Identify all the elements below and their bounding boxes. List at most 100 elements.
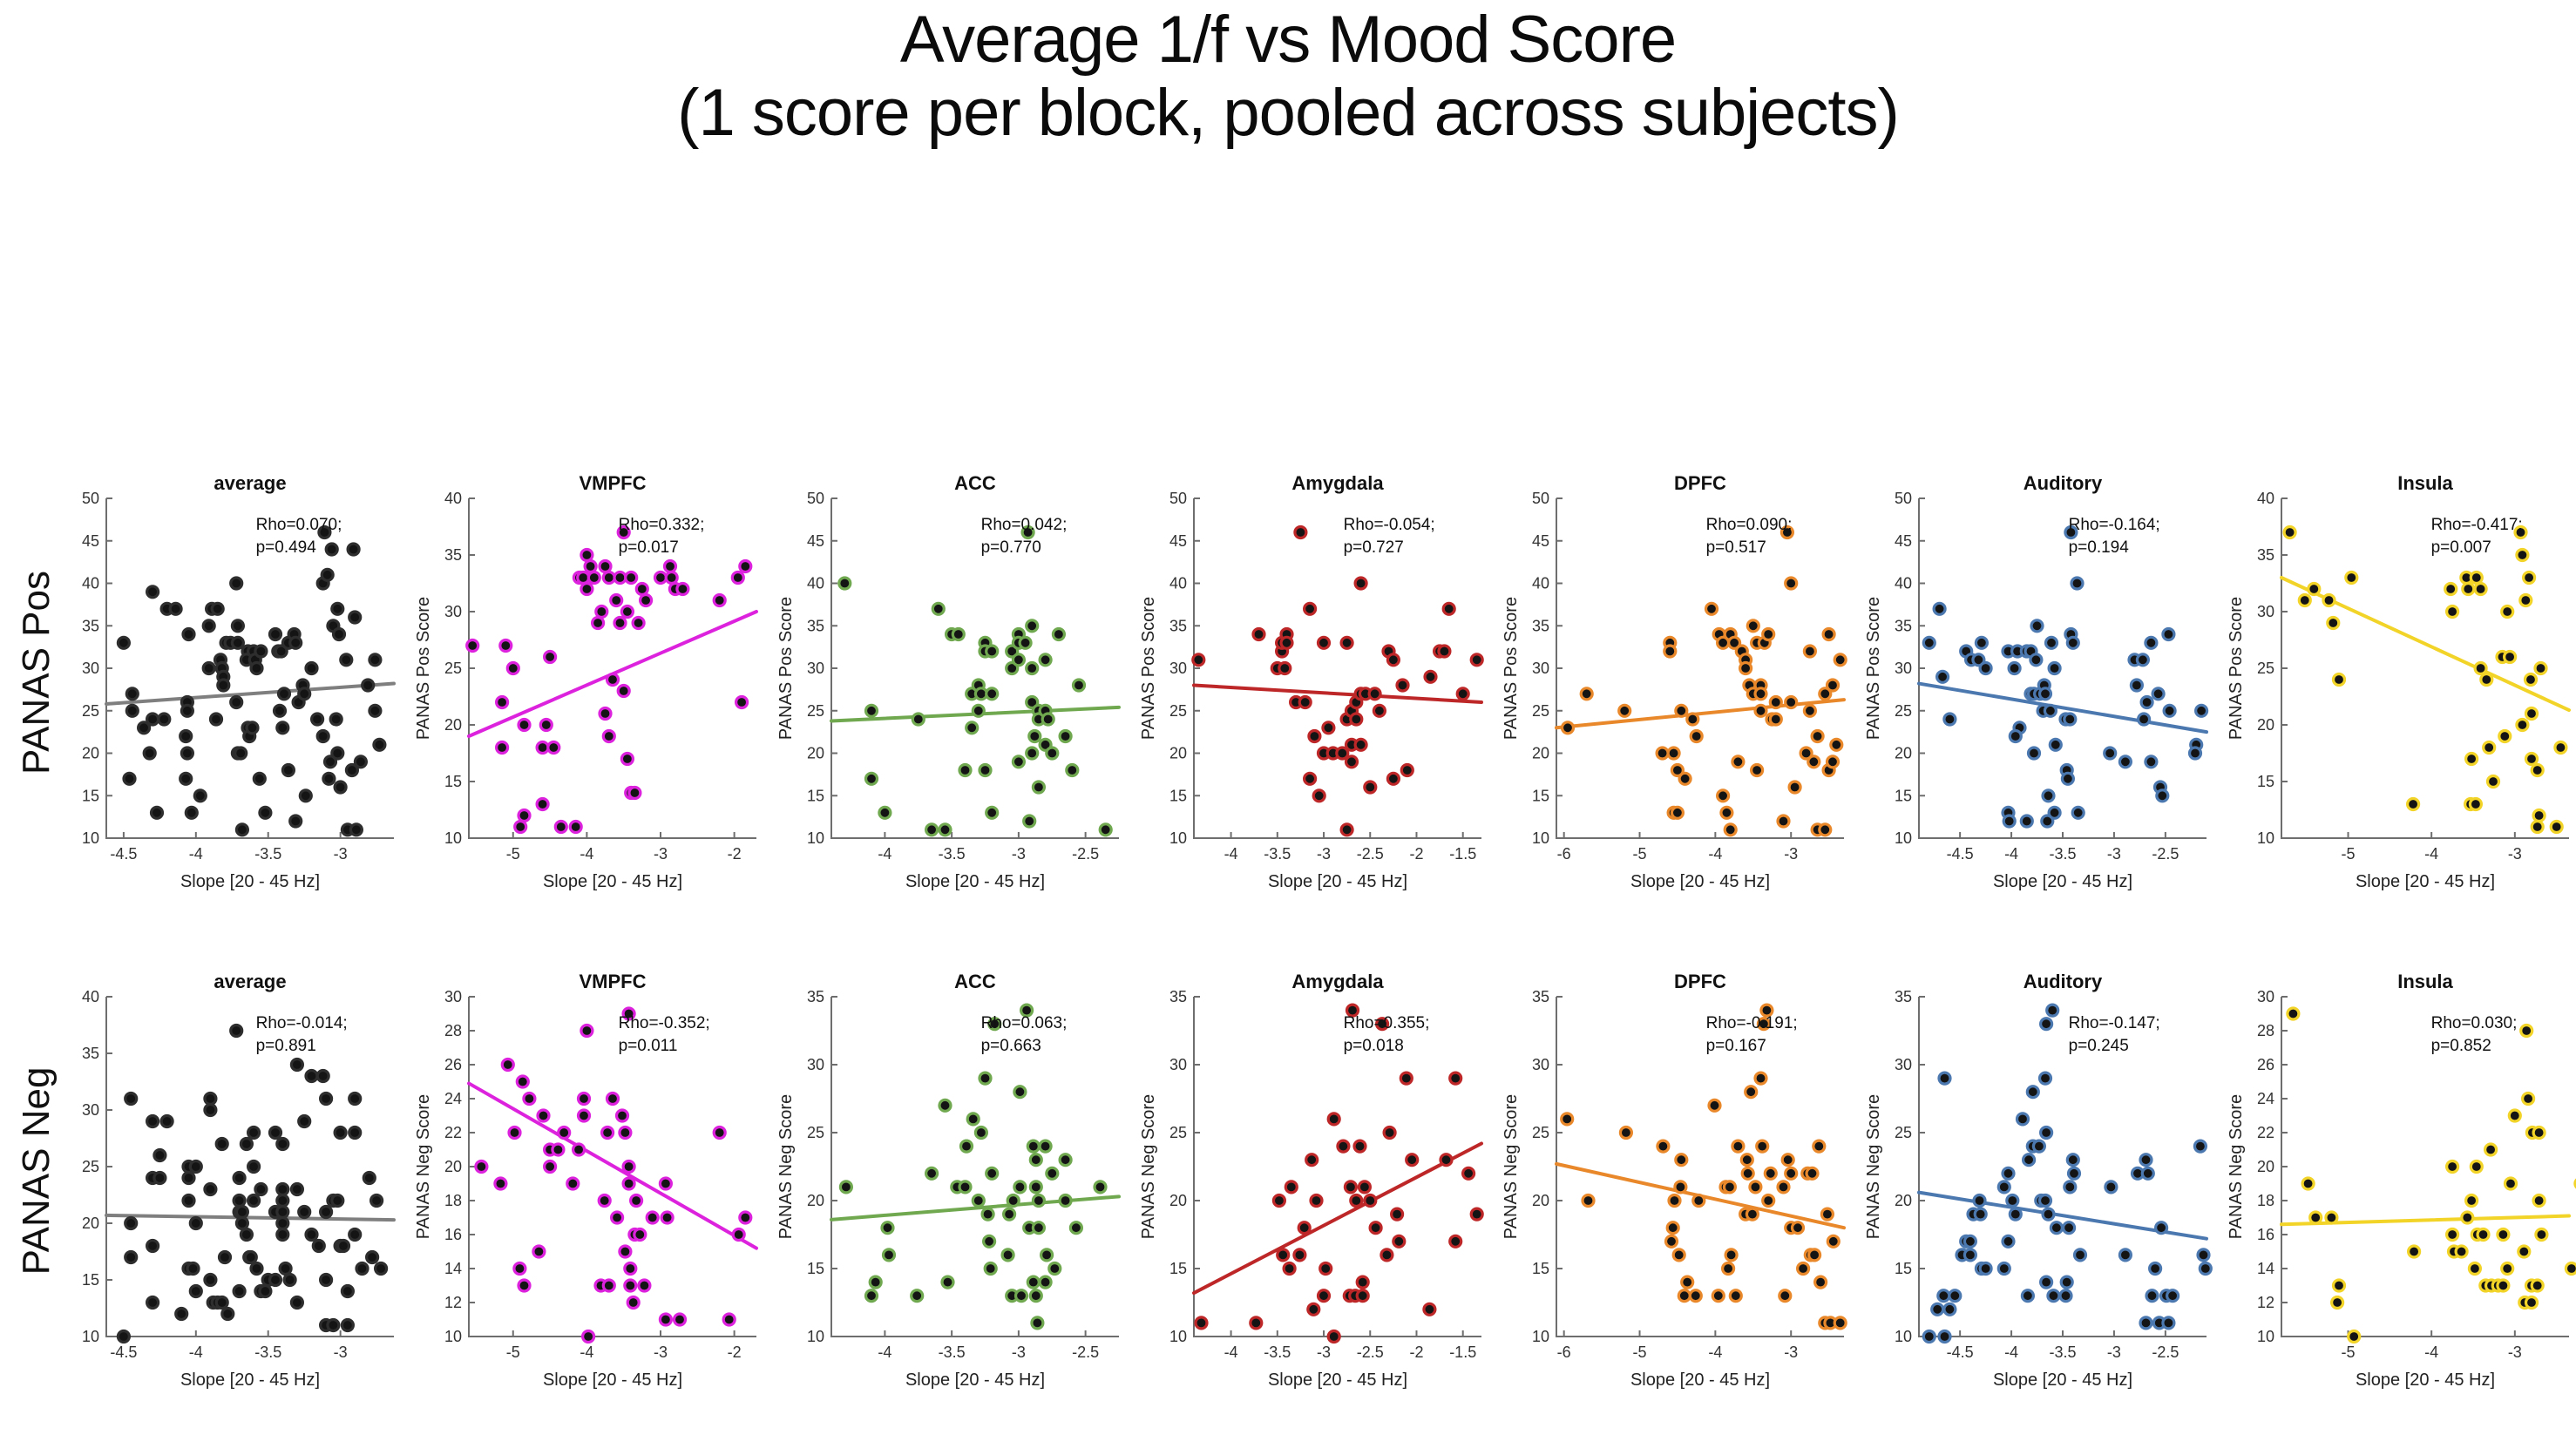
scatter-plot-svg: DPFC 10 15 20 25 30 35 -6 -5 -4 -3 Slope [20 - 45 H… [1502,971,1847,1390]
data-point [2039,1125,2054,1140]
data-point [2154,1221,2169,1235]
data-point [505,660,520,676]
data-point [288,814,303,829]
subplot-neg-amygdala: Amygdala 10 15 20 25 30 35 -4 -3.5 -3 -2.5 -2 -1.5 Sl… [1139,969,1488,1422]
plot-row-panas-pos: average 10 15 20 25 30 35 40 45 50 -4.5 -4 -3.5 -3 Slo… [52,470,2576,924]
x-tick-label: -3 [1317,845,1331,863]
data-point [1395,678,1410,693]
data-point [2479,672,2494,687]
x-axis-label: Slope [20 - 45 Hz] [905,1370,1045,1390]
data-point [1689,728,1704,744]
data-point [2063,1180,2078,1194]
y-tick-label: 14 [444,1260,462,1277]
data-point [368,703,383,718]
y-tick-label: 30 [82,660,99,677]
subplot-title: average [214,472,286,494]
data-point [1020,1003,1034,1018]
data-point [1278,660,1292,676]
y-tick-label: 25 [1169,702,1187,720]
data-point [2407,1244,2422,1259]
data-point [2523,672,2539,687]
data-point [2445,604,2460,619]
data-point [201,619,216,633]
y-tick-label: 45 [1169,532,1187,550]
x-axis-label: Slope [20 - 45 Hz] [180,1370,320,1390]
y-tick-label: 35 [1532,617,1549,634]
x-axis-label: Slope [20 - 45 Hz] [1268,872,1407,891]
data-point [553,819,568,835]
y-tick-label: 18 [444,1192,462,1209]
data-point [2148,1261,2163,1276]
x-tick-label: -3.5 [939,1343,966,1361]
data-point [1820,1207,1834,1222]
x-tick-label: -6 [1557,1343,1571,1361]
data-point [361,678,376,693]
y-tick-label: 40 [2257,490,2274,507]
data-point [940,1275,955,1289]
data-point [601,1278,616,1293]
data-point [1579,687,1594,701]
y-tick-label: 35 [1532,988,1549,1005]
data-point [645,1210,660,1225]
y-tick-label: 15 [1532,1260,1549,1277]
data-point [980,1207,995,1222]
data-point [1271,1193,1286,1208]
data-point [288,635,303,650]
data-point [535,796,550,812]
x-tick-label: -4 [2004,1343,2018,1361]
y-tick-label: 15 [807,1260,824,1277]
data-point [2473,660,2488,676]
data-point [911,712,925,727]
data-point [581,1329,596,1344]
data-point [864,771,879,786]
data-point [662,558,678,574]
y-tick-label: 35 [1895,617,1912,634]
data-point [1027,728,1042,744]
rho-annotation: Rho=-0.014; [256,1014,348,1032]
data-point [1279,635,1294,650]
data-point [2047,660,2062,676]
data-point [214,1295,229,1310]
data-point [336,1238,351,1254]
data-point [1763,1166,1778,1181]
data-point [1448,1234,1463,1249]
data-point [1922,1329,1936,1344]
data-point [1560,1112,1575,1127]
data-point [2484,1142,2498,1157]
data-point [1768,694,1783,710]
data-point [1972,1193,1987,1208]
data-point [517,717,532,733]
data-point [2503,1176,2518,1191]
x-tick-label: -5 [1633,1343,1647,1361]
data-point [2297,592,2312,608]
data-point [515,1074,530,1089]
data-point [1344,755,1359,769]
y-tick-label: 25 [82,1158,99,1175]
data-point [1744,1085,1759,1100]
data-point [925,822,939,837]
data-point [498,638,513,653]
data-point [616,524,631,540]
y-tick-label: 30 [1532,1056,1549,1073]
data-point [1671,1248,1686,1262]
y-tick-label: 30 [444,988,462,1005]
data-point [1963,1248,1978,1262]
data-point [331,626,347,642]
data-points [116,524,387,837]
data-point [1386,653,1400,667]
trend-line [1192,1141,1483,1296]
y-axis-label: PANAS Pos Score [1140,597,1158,740]
data-point [543,649,558,665]
data-point [330,601,345,616]
y-tick-label: 30 [1169,1056,1187,1073]
data-point [282,1272,297,1288]
data-point [1045,746,1060,761]
data-point [1759,1003,1774,1018]
x-tick-label: -4 [1224,845,1238,863]
x-axis-label: Slope [20 - 45 Hz] [905,872,1045,891]
scatter-plot-svg: average 10 15 20 25 30 35 40 -4.5 -4 -3.5 -3 Slope [… [82,971,396,1390]
trend-line [1555,698,1846,730]
data-point [1312,788,1326,803]
x-tick-label: -3.5 [254,1343,281,1361]
subplot-pos-acc: ACC 10 15 20 25 30 35 40 45 50 -4 -3.5 -3 -2.5 Slope [… [776,470,1126,924]
